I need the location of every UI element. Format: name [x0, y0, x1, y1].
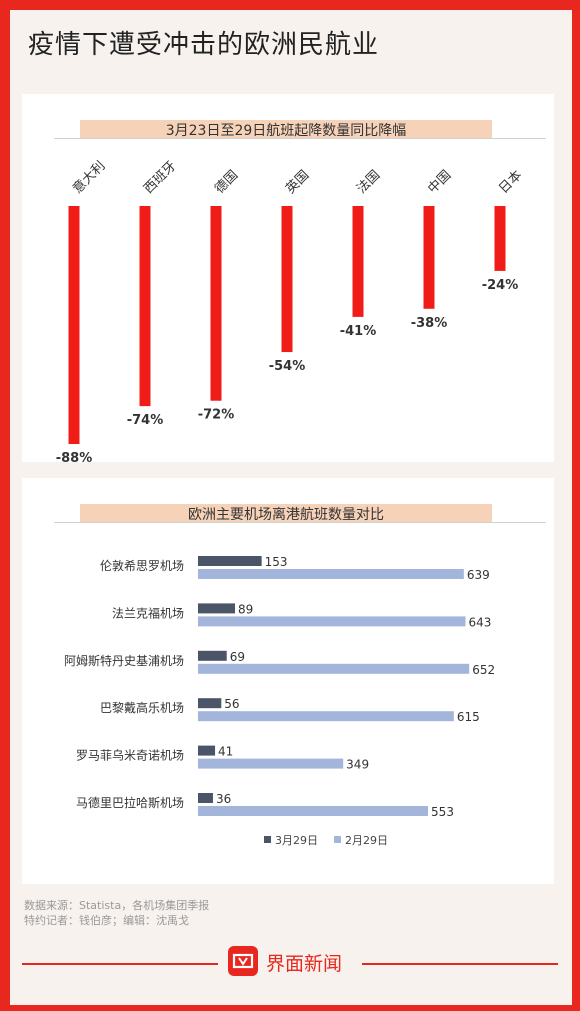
airport-label: 阿姆斯特丹史基浦机场	[64, 653, 184, 668]
value-label: 36	[216, 792, 231, 806]
bar-mar29	[198, 745, 216, 756]
frame-left	[0, 0, 10, 1011]
value-label: 56	[224, 697, 239, 711]
value-label: 69	[230, 650, 245, 664]
category-label: 中国	[425, 168, 454, 197]
bar-mar29	[198, 556, 262, 566]
bar	[139, 206, 151, 407]
category-label: 英国	[283, 168, 312, 197]
bar-feb29	[198, 616, 466, 627]
value-label: -88%	[56, 451, 93, 466]
airport-label: 巴黎戴高乐机场	[100, 700, 184, 715]
frame-bottom	[0, 1005, 580, 1011]
data-source: 数据来源：Statista，各机场集团季报	[24, 899, 210, 912]
bar-mar29	[198, 793, 213, 803]
airport-label: 法兰克福机场	[112, 605, 184, 620]
bar-feb29	[198, 569, 464, 579]
airport-label: 马德里巴拉哈斯机场	[76, 795, 184, 810]
airport-label: 罗马菲乌米奇诺机场	[76, 748, 184, 763]
chart-title-underline	[54, 522, 546, 523]
value-label: -41%	[340, 324, 377, 339]
value-label: 349	[346, 758, 369, 772]
value-label: 89	[238, 602, 253, 616]
frame-right	[572, 0, 580, 1011]
value-label: 553	[431, 805, 454, 819]
value-label: -54%	[269, 359, 306, 374]
value-label: -74%	[127, 413, 164, 428]
bar-feb29	[198, 806, 429, 816]
category-label: 法国	[354, 168, 383, 197]
bar	[494, 206, 506, 271]
chart-title-band: 欧洲主要机场离港航班数量对比	[80, 504, 492, 523]
value-label: 41	[218, 745, 233, 759]
chart-title: 欧洲主要机场离港航班数量对比	[188, 507, 384, 523]
decline-bar-chart: 意大利 -88% 西班牙 -74% 德国 -72% 英国 -54% 法国 -41% 中国 -38% 日本…	[56, 158, 525, 466]
bar	[423, 206, 435, 309]
brand-divider-left	[22, 963, 218, 965]
category-label: 西班牙	[141, 159, 179, 197]
value-label: 643	[468, 615, 491, 629]
brand-name: 界面新闻	[266, 953, 343, 975]
value-label: -24%	[482, 278, 519, 293]
airport-label: 伦敦希思罗机场	[100, 558, 184, 573]
legend-swatch	[264, 836, 271, 843]
bar-mar29	[198, 603, 236, 614]
bar	[352, 206, 364, 317]
chart-title-band: 3月23日至29日航班起降数量同比降幅	[80, 120, 492, 139]
legend-label: 2月29日	[345, 834, 388, 847]
chart-panel-airports: 欧洲主要机场离港航班数量对比 伦敦希思罗机场 153 639 法兰克福机场 89 643 阿…	[22, 478, 554, 884]
bar	[68, 206, 80, 444]
value-label: 615	[457, 710, 480, 724]
legend-swatch	[334, 836, 341, 843]
brand-divider-right	[362, 963, 558, 965]
bar-mar29	[198, 650, 227, 661]
frame-top	[0, 0, 580, 10]
bar	[210, 206, 222, 401]
value-label: -38%	[411, 316, 448, 331]
bar-feb29	[198, 758, 344, 769]
bar-feb29	[198, 711, 454, 722]
airport-departures-chart: 伦敦希思罗机场 153 639 法兰克福机场 89 643 阿姆斯特丹史基浦机场 69 652 巴…	[64, 555, 495, 847]
chart-panel-decline: 3月23日至29日航班起降数量同比降幅 意大利 -88% 西班牙 -74% 德国 -72%…	[22, 94, 554, 466]
category-label: 日本	[496, 168, 525, 197]
value-label: 639	[467, 568, 490, 582]
legend-label: 3月29日	[275, 834, 318, 847]
chart-title-underline	[54, 138, 546, 139]
bar-mar29	[198, 698, 222, 709]
credits: 特约记者：钱伯彦；编辑：沈禹戈	[24, 914, 189, 927]
value-label: 652	[472, 663, 495, 677]
category-label: 意大利	[70, 158, 109, 197]
jiemian-logo-icon	[228, 946, 258, 976]
chart-title: 3月23日至29日航班起降数量同比降幅	[165, 123, 407, 139]
page-title: 疫情下遭受冲击的欧洲民航业	[28, 30, 380, 60]
category-label: 德国	[212, 168, 241, 197]
bar	[281, 206, 293, 353]
value-label: -72%	[198, 408, 235, 423]
bar-feb29	[198, 663, 470, 674]
value-label: 153	[265, 555, 288, 569]
